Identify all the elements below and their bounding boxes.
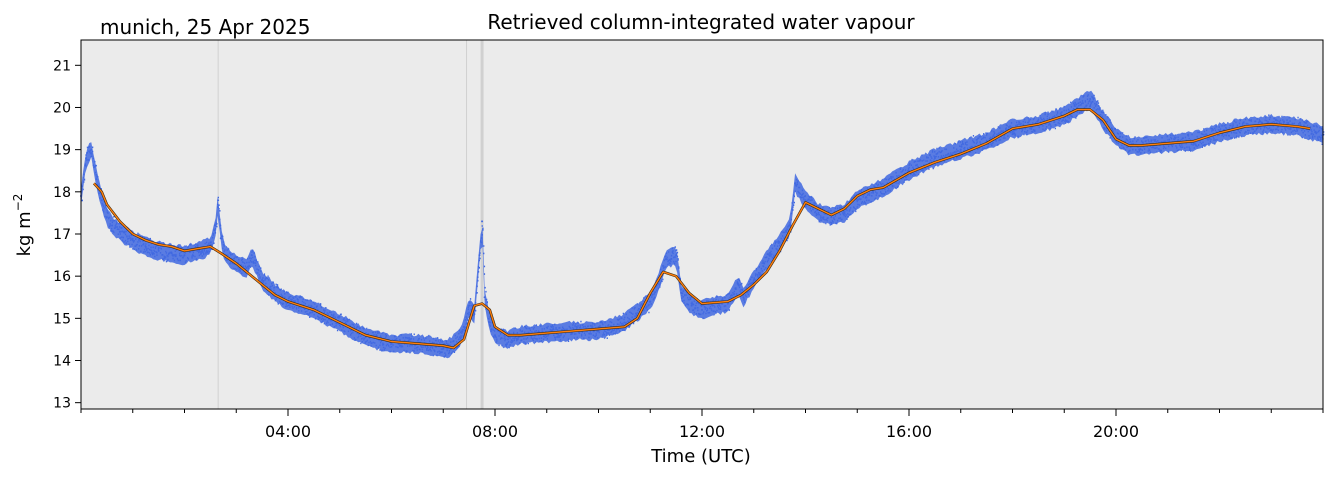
data-point	[933, 157, 936, 160]
data-point	[457, 338, 460, 341]
data-point	[90, 148, 93, 151]
y-axis: 13 14 15 16 17 18 19 20 21	[53, 58, 81, 412]
x-tick-label: 20:00	[1093, 422, 1139, 441]
data-point	[778, 241, 781, 244]
data-point	[245, 266, 248, 269]
data-point	[217, 199, 220, 202]
data-point	[794, 182, 797, 185]
data-point	[856, 199, 859, 202]
data-point	[250, 254, 253, 257]
data-point	[506, 338, 509, 341]
data-point	[817, 211, 820, 214]
y-tick-label: 13	[53, 396, 71, 412]
data-point	[442, 346, 445, 349]
series-layer	[80, 90, 1325, 359]
data-point	[690, 304, 693, 307]
data-point	[664, 258, 667, 261]
data-point	[390, 342, 393, 345]
y-tick-label: 20	[53, 100, 71, 116]
y-axis-label-exponent: −2	[11, 194, 25, 212]
data-point	[488, 321, 491, 324]
data-point	[763, 262, 766, 265]
data-point	[711, 304, 714, 307]
x-tick-label: 04:00	[265, 422, 311, 441]
data-point	[737, 283, 740, 286]
x-tick-label: 08:00	[472, 422, 518, 441]
chart-subtitle: munich, 25 Apr 2025	[100, 15, 310, 39]
plot-area	[81, 40, 1323, 409]
data-point	[675, 254, 678, 257]
y-tick-label: 17	[53, 227, 71, 243]
data-point	[1089, 98, 1092, 101]
data-point	[219, 237, 222, 240]
data-point	[478, 254, 481, 257]
data-point	[364, 336, 367, 339]
data-point	[804, 199, 807, 202]
chart-title: Retrieved column-integrated water vapour	[487, 10, 915, 34]
data-point	[105, 216, 108, 219]
data-point	[752, 279, 755, 282]
data-point	[118, 230, 121, 233]
data-point	[1076, 106, 1079, 109]
data-point	[196, 249, 199, 252]
data-point	[473, 313, 476, 316]
data-point	[623, 321, 626, 324]
y-tick-label: 21	[53, 58, 71, 74]
y-tick-label: 15	[53, 311, 71, 327]
y-tick-label: 16	[53, 269, 71, 285]
series-1	[92, 108, 1311, 350]
data-point	[494, 334, 496, 337]
y-tick-label: 19	[53, 143, 71, 159]
y-tick-label: 18	[53, 185, 71, 201]
data-point	[701, 308, 703, 311]
series-line	[93, 108, 1311, 349]
data-point	[183, 254, 186, 257]
data-point	[100, 199, 103, 202]
data-point	[214, 224, 217, 227]
data-point	[157, 249, 160, 252]
data-point	[170, 251, 173, 254]
data-point	[649, 300, 652, 303]
data-point	[468, 304, 471, 307]
data-point	[95, 178, 98, 181]
data-point	[462, 325, 465, 328]
vertical-markers	[217, 40, 484, 409]
y-tick-label: 14	[53, 354, 71, 370]
data-point	[788, 224, 791, 227]
data-point	[85, 157, 88, 160]
data-point	[131, 239, 134, 242]
data-point	[111, 224, 114, 227]
x-tick-label: 12:00	[679, 422, 725, 441]
data-point	[726, 302, 729, 305]
data-point	[481, 220, 484, 223]
data-point	[830, 216, 833, 219]
data-point	[959, 148, 962, 151]
x-axis: 04:00 08:00 12:00 16:00 20:00	[80, 409, 1324, 441]
data-point	[843, 211, 846, 214]
y-axis-label: kg m−2	[11, 194, 35, 257]
data-point	[680, 292, 683, 295]
data-point	[483, 296, 486, 299]
y-axis-label-base: kg m	[14, 211, 35, 256]
data-point	[597, 329, 600, 332]
data-point	[261, 279, 264, 282]
data-point	[144, 245, 147, 248]
x-axis-label: Time (UTC)	[650, 446, 751, 467]
x-tick-label: 16:00	[886, 422, 932, 441]
data-point	[742, 296, 745, 299]
